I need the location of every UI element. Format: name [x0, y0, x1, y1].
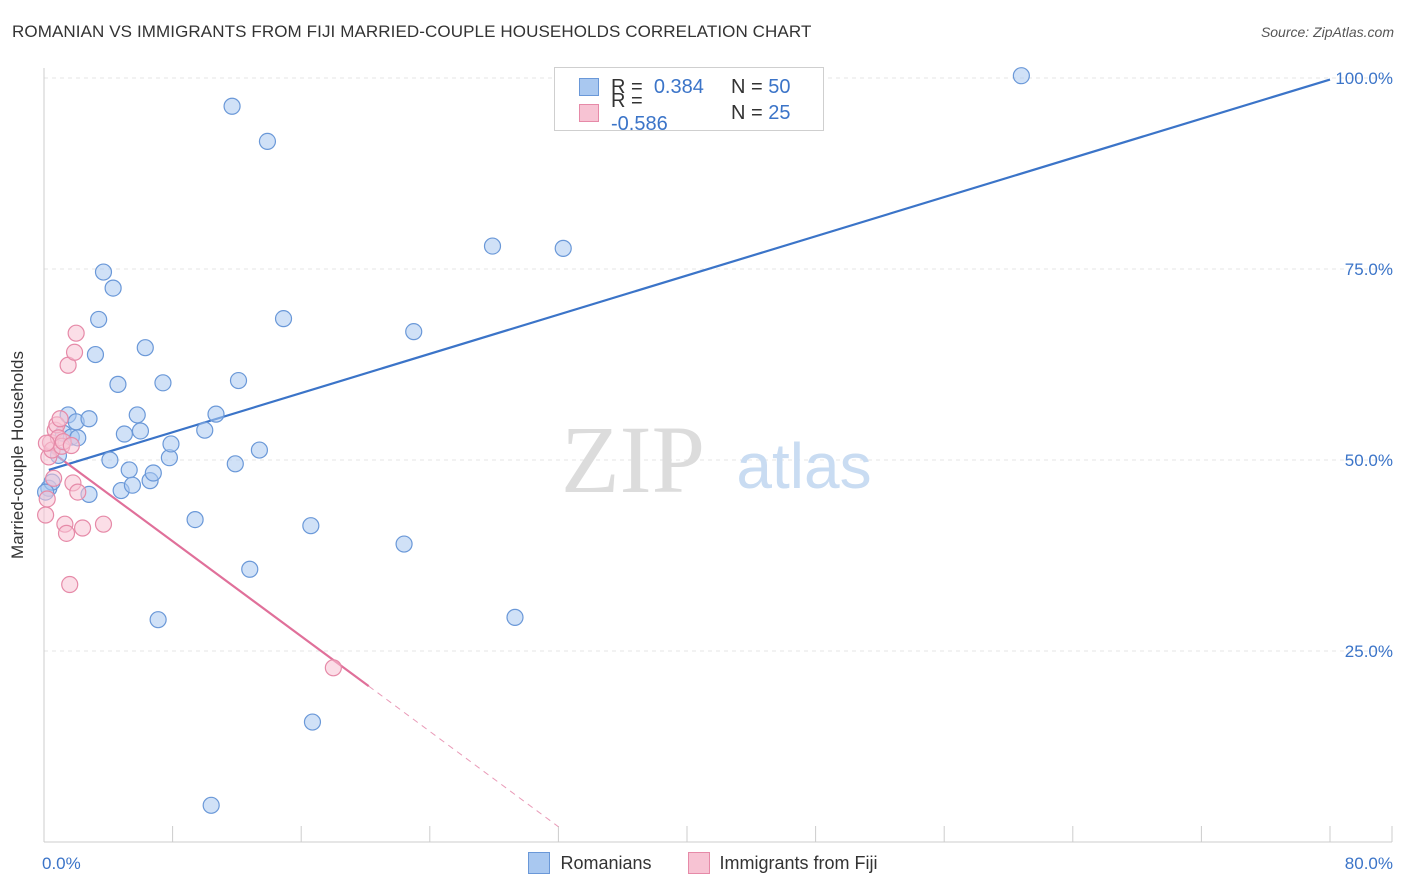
r-value-fiji: -0.586: [611, 113, 668, 135]
trendline-fiji: [43, 445, 370, 688]
data-point-romanians: [241, 560, 259, 578]
data-point-fiji: [37, 506, 55, 524]
data-point-fiji: [51, 410, 69, 428]
data-point-romanians: [554, 239, 572, 257]
data-points: [37, 67, 1030, 814]
data-point-romanians: [94, 263, 113, 281]
legend-label-fiji: Immigrants from Fiji: [719, 852, 878, 873]
legend-swatch-fiji: [687, 852, 710, 874]
r-label: R =: [611, 75, 643, 98]
data-point-romanians: [274, 310, 293, 328]
y-tick-label: 75.0%: [1345, 260, 1393, 279]
legend-swatch-romanians: [528, 852, 551, 874]
data-point-romanians: [162, 435, 180, 453]
fiji-swatch: [579, 104, 599, 122]
n-label: N =: [731, 101, 763, 124]
y-tick-label: 50.0%: [1345, 451, 1393, 470]
data-point-romanians: [483, 237, 502, 255]
watermark-zip: ZIP: [561, 406, 705, 513]
data-point-romanians: [202, 796, 220, 814]
series-legend: Romanians Immigrants from Fiji: [0, 852, 1406, 874]
data-point-fiji: [57, 524, 76, 542]
y-tick-label: 100.0%: [1335, 69, 1393, 88]
data-point-romanians: [90, 310, 108, 329]
data-point-romanians: [186, 510, 204, 529]
y-axis-title: Married-couple Households: [8, 351, 27, 559]
data-point-romanians: [80, 410, 98, 428]
x-tick-label-left: 0.0%: [42, 854, 81, 873]
data-point-romanians: [101, 451, 119, 469]
x-tick-label-right: 80.0%: [1345, 854, 1393, 873]
data-point-romanians: [109, 375, 127, 393]
legend-item-fiji: Immigrants from Fiji: [687, 852, 878, 874]
stats-row-fiji: R = -0.586 N = 25: [579, 90, 791, 135]
watermark: ZIP atlas: [561, 406, 872, 513]
trendline-fiji-extension: [368, 685, 559, 828]
data-point-romanians: [229, 371, 248, 390]
stats-legend: R = 0.384 N = 50 R = -0.586 N = 25: [554, 67, 824, 135]
tick-labels: 25.0% 50.0% 75.0% 100.0% 0.0% 80.0%: [42, 69, 1393, 873]
data-point-romanians: [149, 611, 167, 629]
data-point-romanians: [120, 461, 138, 479]
data-point-romanians: [154, 374, 172, 392]
data-point-romanians: [104, 279, 122, 297]
n-value-romanians: 50: [768, 75, 791, 98]
data-point-fiji: [94, 515, 113, 533]
data-point-romanians: [115, 425, 133, 443]
data-point-romanians: [1012, 67, 1030, 85]
n-label: N =: [731, 75, 763, 98]
data-point-romanians: [302, 517, 320, 535]
data-point-romanians: [131, 422, 150, 440]
chart-title: ROMANIAN VS IMMIGRANTS FROM FIJI MARRIED…: [12, 22, 812, 41]
trendlines: [43, 78, 1331, 828]
data-point-romanians: [86, 345, 105, 364]
data-point-romanians: [226, 455, 244, 473]
n-value-fiji: 25: [768, 101, 791, 124]
source-label: Source: ZipAtlas.com: [1260, 24, 1394, 40]
data-point-fiji: [37, 434, 56, 452]
legend-item-romanians: Romanians: [528, 852, 652, 874]
data-point-fiji: [38, 490, 56, 508]
y-tick-label: 25.0%: [1345, 642, 1393, 661]
data-point-romanians: [395, 535, 413, 553]
data-point-fiji: [62, 436, 80, 455]
romanians-swatch: [579, 78, 599, 96]
r-value-romanians: 0.384: [653, 75, 704, 98]
data-point-romanians: [196, 421, 214, 439]
data-point-fiji: [73, 519, 92, 537]
data-point-romanians: [258, 132, 277, 151]
data-point-fiji: [45, 469, 63, 487]
grid: [44, 77, 1392, 652]
watermark-atlas: atlas: [736, 430, 871, 502]
stats-row-romanians: R = 0.384 N = 50: [579, 75, 791, 99]
data-point-romanians: [223, 97, 241, 115]
axes: [43, 68, 1393, 843]
data-point-romanians: [405, 323, 423, 341]
data-point-romanians: [303, 713, 322, 731]
data-point-fiji: [65, 343, 84, 361]
trendline-romanians: [48, 78, 1331, 471]
data-point-romanians: [144, 464, 162, 482]
data-point-fiji: [324, 659, 342, 677]
data-point-fiji: [67, 324, 85, 342]
data-point-romanians: [506, 608, 524, 626]
r-label: R =: [611, 90, 643, 112]
data-point-romanians: [128, 406, 146, 424]
data-point-romanians: [250, 441, 269, 459]
data-point-romanians: [207, 405, 225, 423]
data-point-fiji: [61, 575, 79, 594]
legend-label-romanians: Romanians: [560, 852, 652, 873]
data-point-romanians: [136, 339, 154, 357]
data-point-romanians: [123, 476, 142, 494]
data-point-fiji: [69, 483, 87, 501]
